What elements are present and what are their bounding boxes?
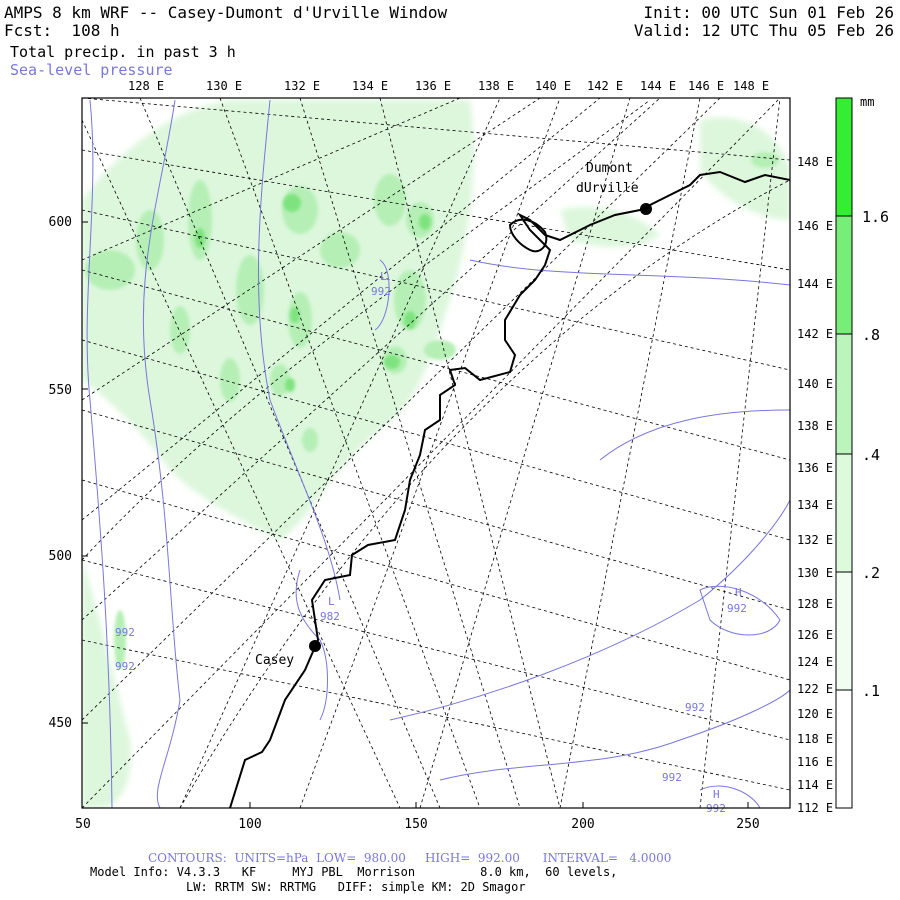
right-lon-label: 148 E (797, 155, 833, 169)
y-tick-label: 550 (49, 383, 72, 398)
x-tick-label: 50 (75, 817, 91, 832)
right-lon-labels: 148 E 146 E 144 E 142 E 140 E 138 E 136 … (797, 155, 833, 815)
contour-label: 992 (662, 771, 682, 784)
colorbar-label: .4 (862, 446, 880, 464)
precip-shading (82, 100, 790, 808)
colorbar-label: .1 (862, 682, 880, 700)
top-lon-label: 138 E (478, 79, 514, 93)
colorbar-label: .2 (862, 564, 880, 582)
colorbar-segment (836, 454, 852, 572)
right-lon-label: 132 E (797, 533, 833, 547)
contour-label: 982 (320, 610, 340, 623)
x-axis: 50 100 150 200 250 (75, 817, 760, 832)
contour-label: 992 (115, 626, 135, 639)
contour-label: 992 (727, 602, 747, 615)
right-lon-label: 120 E (797, 707, 833, 721)
contour-label: H (713, 788, 720, 801)
casey-label: Casey (255, 653, 294, 668)
y-ticks (82, 221, 88, 724)
y-tick-label: 600 (49, 215, 72, 230)
pressure-contours (86, 99, 790, 808)
y-tick-label: 500 (49, 549, 72, 564)
right-lon-label: 130 E (797, 566, 833, 580)
valid-time: Valid: 12 UTC Thu 05 Feb 26 (633, 21, 894, 40)
x-tick-label: 100 (238, 817, 261, 832)
colorbar-label: 1.6 (862, 208, 889, 226)
coastline (229, 170, 790, 808)
contour-label-group: L 992 L 982 992 992 H 992 992 992 H 992 (115, 270, 747, 815)
top-lon-labels: 128 E 130 E 132 E 134 E 136 E 138 E 140 … (128, 79, 769, 93)
physics-info: LW: RRTM SW: RRTMG DIFF: simple KM: 2D S… (186, 880, 526, 894)
graticule (82, 98, 790, 808)
contour-label: L (380, 270, 387, 283)
top-lon-label: 148 E (733, 79, 769, 93)
x-tick-label: 250 (736, 817, 759, 832)
dumont-durville-station[interactable] (640, 203, 652, 215)
top-lon-label: 140 E (535, 79, 571, 93)
right-lon-label: 114 E (797, 778, 833, 792)
right-lon-label: 128 E (797, 597, 833, 611)
y-axis: 600 550 500 450 (49, 215, 72, 731)
contour-label: 992 (115, 660, 135, 673)
y-tick-label: 450 (49, 716, 72, 731)
colorbar-unit: mm (860, 95, 874, 109)
right-lon-label: 118 E (797, 732, 833, 746)
field-name: Total precip. in past 3 h (10, 43, 236, 61)
colorbar-segment (836, 572, 852, 690)
map-frame (81, 97, 791, 809)
colorbar-segment (836, 216, 852, 334)
x-ticks (249, 802, 749, 808)
model-info: Model Info: V4.3.3 KF MYJ PBL Morrison 8… (90, 865, 618, 879)
colorbar-label: .8 (862, 326, 880, 344)
right-lon-label: 116 E (797, 755, 833, 769)
contour-label: H (735, 586, 742, 599)
top-lon-label: 142 E (587, 79, 623, 93)
x-tick-label: 200 (571, 817, 594, 832)
top-lon-label: 132 E (284, 79, 320, 93)
right-lon-label: 134 E (797, 498, 833, 512)
right-lon-label: 142 E (797, 327, 833, 341)
right-lon-label: 140 E (797, 377, 833, 391)
colorbar: mm 1.6 .8 .4 .2 .1 (835, 95, 889, 809)
overlay-name: Sea-level pressure (10, 61, 173, 79)
top-lon-label: 130 E (206, 79, 242, 93)
top-lon-label: 144 E (640, 79, 676, 93)
top-lon-label: 136 E (415, 79, 451, 93)
top-lon-label: 146 E (688, 79, 724, 93)
x-tick-label: 150 (404, 817, 427, 832)
contour-label: 992 (371, 285, 391, 298)
right-lon-label: 126 E (797, 628, 833, 642)
colorbar-segment (836, 334, 852, 454)
right-lon-label: 138 E (797, 419, 833, 433)
dumont-label-line2: dUrville (576, 181, 639, 196)
forecast-hour: Fcst: 108 h (4, 21, 120, 40)
right-lon-label: 112 E (797, 801, 833, 815)
top-lon-label: 128 E (128, 79, 164, 93)
casey-station[interactable] (309, 640, 321, 652)
right-lon-label: 146 E (797, 219, 833, 233)
contour-info: CONTOURS: UNITS=hPa LOW= 980.00 HIGH= 99… (148, 851, 672, 865)
init-time: Init: 00 UTC Sun 01 Feb 26 (643, 3, 894, 22)
right-lon-label: 124 E (797, 655, 833, 669)
contour-label: 992 (685, 701, 705, 714)
map-title: AMPS 8 km WRF -- Casey-Dumont d'Urville … (4, 3, 448, 22)
right-lon-label: 122 E (797, 682, 833, 696)
right-lon-label: 144 E (797, 277, 833, 291)
right-lon-label: 136 E (797, 461, 833, 475)
top-lon-label: 134 E (352, 79, 388, 93)
contour-label: L (328, 595, 335, 608)
colorbar-segment (836, 98, 852, 216)
dumont-label-line1: Dumont (586, 161, 633, 176)
